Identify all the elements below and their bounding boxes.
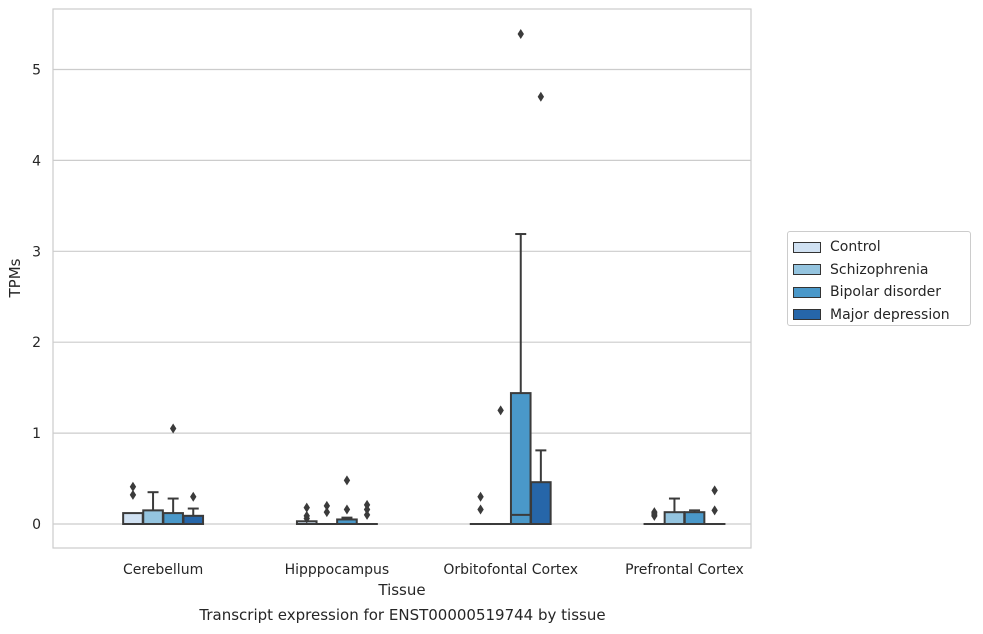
legend-swatch (793, 264, 821, 276)
y-tick-label: 1 (32, 426, 41, 442)
y-axis-label: TPMs (6, 258, 24, 298)
outlier-point (303, 510, 310, 521)
gridlines (53, 68, 751, 525)
legend-swatch (793, 286, 821, 298)
outlier-point (190, 491, 197, 502)
box-bipolar-disorder (336, 475, 358, 526)
box-plot-series (122, 29, 726, 526)
outlier-point (363, 509, 371, 520)
box-schizophrenia (142, 491, 164, 525)
box-body (122, 512, 144, 525)
box-control (122, 481, 144, 525)
y-tick-label: 4 (32, 153, 41, 169)
outlier-point (477, 491, 484, 502)
legend-swatch (793, 241, 821, 253)
outlier-point (497, 405, 504, 416)
outlier-point (129, 489, 137, 500)
box-bipolar-disorder (683, 509, 706, 525)
outlier-point (537, 91, 545, 102)
outlier-point (303, 502, 310, 513)
x-tick-label: Hipppocampus (285, 562, 390, 578)
outlier-point (343, 504, 351, 515)
x-tick-label: Prefrontal Cortex (625, 562, 744, 578)
box-bipolar-disorder (509, 29, 532, 525)
y-tick-label: 5 (32, 63, 41, 79)
outlier-point (363, 499, 371, 510)
box-major-depression (356, 499, 378, 526)
legend-label: Bipolar disorder (830, 284, 942, 301)
outlier-point (711, 485, 718, 496)
box-schizophrenia (316, 500, 338, 526)
outlier-point (129, 481, 137, 492)
y-tick-label: 2 (32, 335, 41, 351)
box-bipolar-disorder (162, 423, 184, 525)
outlier-point (323, 500, 331, 511)
outlier-point (517, 29, 524, 40)
box-control (643, 507, 666, 526)
y-tick-label: 0 (32, 517, 41, 533)
x-axis-label: Tissue (377, 581, 425, 599)
x-tick-label: Orbitofontal Cortex (443, 562, 578, 578)
box-body (663, 511, 686, 525)
legend-swatch (793, 309, 821, 321)
chart-caption: Transcript expression for ENST0000051974… (199, 606, 606, 624)
box-major-depression (182, 491, 205, 525)
y-tick-labels: 0 1 2 3 4 5 (32, 63, 41, 534)
x-tick-labels: Cerebellum Hipppocampus Orbitofontal Corte… (123, 562, 744, 578)
box-schizophrenia (489, 405, 512, 526)
box-schizophrenia (663, 497, 686, 525)
legend-item: Major depression (793, 304, 970, 327)
outlier-point (477, 504, 484, 515)
legend-item: Bipolar disorder (793, 281, 970, 304)
legend-label: Control (830, 239, 881, 256)
box-control (295, 502, 318, 526)
y-tick-label: 3 (32, 244, 41, 260)
box-body (182, 514, 205, 525)
outlier-point (651, 507, 658, 518)
outlier-point (343, 475, 351, 486)
outlier-point (711, 505, 718, 516)
box-body (530, 481, 552, 526)
box-body (142, 509, 164, 525)
outlier-point (169, 423, 177, 434)
legend-label: Major depression (830, 306, 950, 323)
box-body (162, 512, 184, 525)
box-major-depression (703, 485, 726, 526)
legend-label: Schizophrenia (830, 261, 929, 278)
legend-item: Control (793, 236, 970, 259)
x-tick-label: Cerebellum (123, 562, 203, 578)
outlier-point (323, 507, 331, 518)
box-body (509, 392, 532, 525)
box-body (683, 511, 706, 525)
legend: Control Schizophrenia Bipolar disorder Majo… (787, 231, 971, 326)
plot-frame (52, 8, 752, 549)
box-major-depression (530, 91, 552, 526)
legend-item: Schizophrenia (793, 259, 970, 282)
box-control (469, 491, 492, 526)
